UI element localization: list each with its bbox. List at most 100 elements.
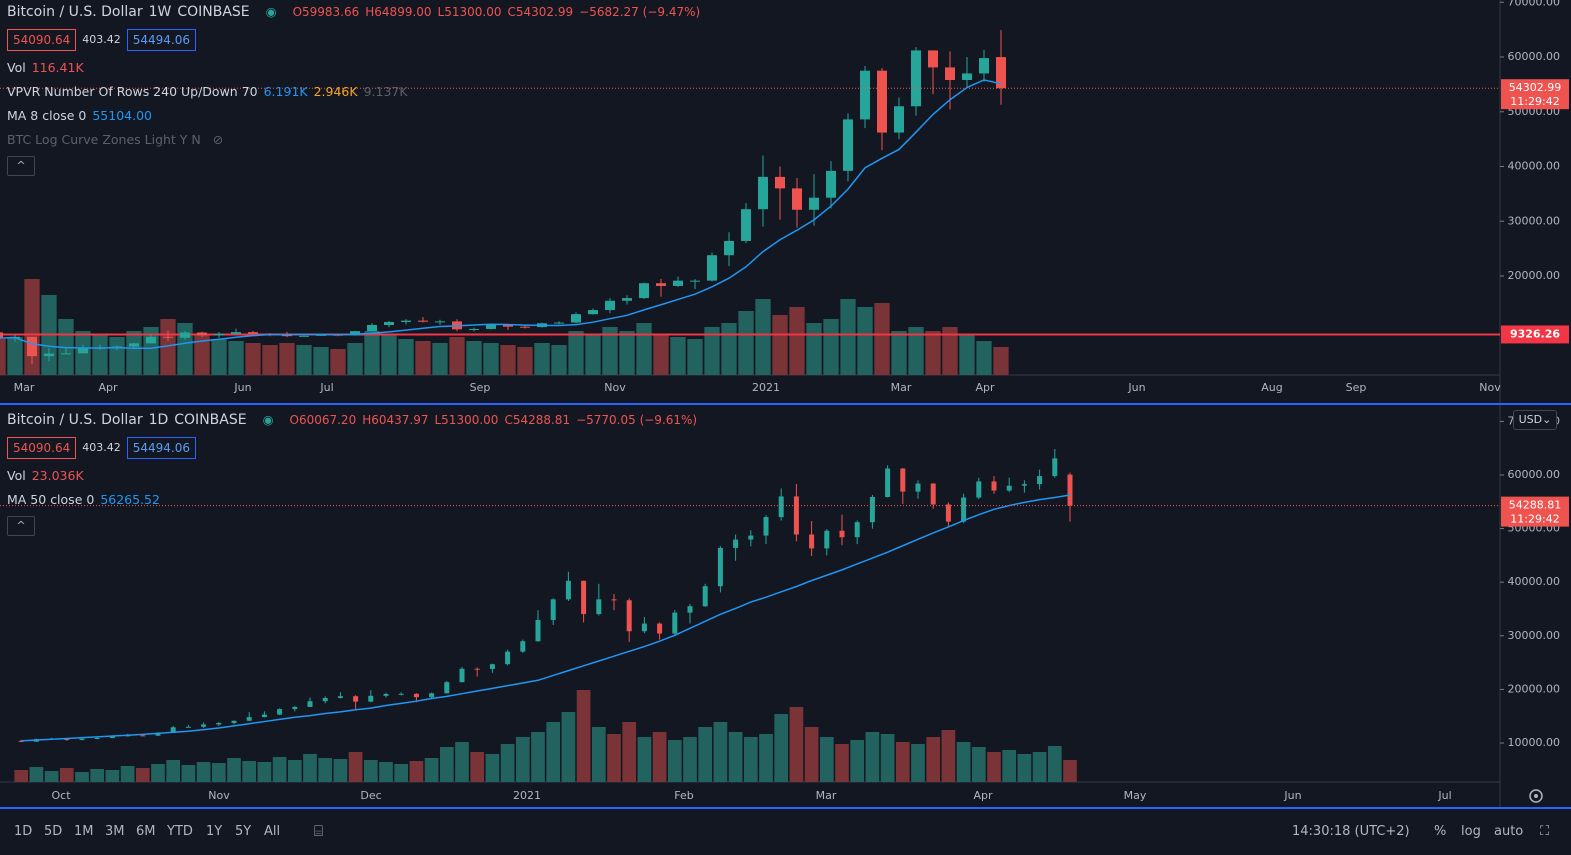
candle-body — [155, 732, 161, 736]
settings-icon[interactable] — [1529, 789, 1543, 803]
candle-body — [991, 481, 997, 491]
volume-bar — [409, 761, 424, 782]
candle-body — [657, 623, 663, 634]
volume-bar — [0, 339, 6, 375]
candle-body — [702, 586, 708, 607]
volume-bar — [987, 752, 1001, 782]
candle-body — [809, 197, 819, 210]
volume-bar — [470, 752, 485, 782]
volume-bar — [227, 758, 241, 782]
candle-body — [535, 619, 541, 642]
volume-bar — [738, 311, 754, 375]
candle-body — [299, 335, 309, 337]
volume-bar — [347, 343, 363, 375]
candle-body — [843, 119, 853, 171]
bid[interactable]: 54090.64 — [7, 29, 77, 51]
fullscreen-icon[interactable]: ⛶ — [1540, 823, 1550, 839]
ask[interactable]: 54494.06 — [126, 29, 197, 51]
range-button[interactable]: 1M — [74, 823, 94, 839]
bid[interactable]: 54090.64 — [7, 437, 77, 459]
candle-body — [505, 651, 511, 665]
candle-body — [474, 668, 480, 670]
candle-body — [94, 738, 100, 740]
pane-bottom: 70000.0060000.0050000.0040000.0030000.00… — [0, 414, 1569, 802]
spread: 403.42 — [82, 33, 121, 46]
x-tick-label: Mar — [14, 381, 35, 394]
range-button[interactable]: All — [264, 823, 281, 839]
study-name: MA 8 close 0 — [7, 108, 87, 123]
candle-body — [961, 497, 967, 522]
volume-bar — [303, 754, 317, 782]
candle-body — [826, 170, 836, 198]
candle-body — [520, 641, 526, 652]
clock: 14:30:18 (UTC+2) — [1292, 823, 1410, 839]
volume-bar — [895, 742, 910, 782]
percent-toggle[interactable]: % — [1434, 823, 1447, 839]
volume-bar — [1047, 746, 1062, 782]
price-label-bg — [1501, 325, 1569, 344]
volume-bar — [92, 335, 108, 375]
x-tick-label: Oct — [51, 789, 71, 802]
volume-bar — [432, 343, 448, 375]
range-button[interactable]: 5D — [44, 823, 63, 839]
candle-body — [231, 332, 241, 334]
range-button[interactable]: 6M — [136, 823, 156, 839]
x-tick-label: Nov — [1479, 381, 1501, 394]
volume-bar — [772, 315, 788, 375]
candle-body — [717, 547, 723, 587]
candle-body — [687, 606, 693, 613]
candle-body — [0, 332, 3, 339]
collapse-button[interactable]: ^ — [7, 156, 35, 176]
candle-body — [673, 280, 683, 286]
candle-body — [27, 336, 37, 357]
x-tick-label: Jun — [1283, 789, 1301, 802]
volume-bar — [911, 744, 925, 782]
legend-bottom: Bitcoin / U.S. Dollar 1D COINBASE ◉ O600… — [7, 408, 697, 536]
candle-body — [292, 706, 298, 710]
candle-body — [611, 599, 617, 601]
volume-bar — [424, 758, 439, 782]
range-button[interactable]: 1D — [14, 823, 33, 839]
candle-body — [707, 255, 717, 281]
x-tick-label: Apr — [975, 381, 995, 394]
candle-body — [368, 695, 374, 702]
date-range-icon[interactable]: ⌸ — [314, 822, 324, 840]
candle-body — [261, 714, 267, 718]
range-button[interactable]: 5Y — [235, 823, 252, 839]
volume-bar — [652, 732, 667, 782]
auto-toggle[interactable]: auto — [1494, 823, 1524, 839]
volume-bar — [759, 734, 773, 782]
volume-bar — [561, 712, 576, 782]
candle-body — [554, 322, 564, 324]
volume-bar — [789, 707, 804, 782]
candle-body — [109, 735, 115, 739]
interval: 1D — [148, 412, 169, 428]
volume-bar — [296, 345, 312, 375]
candle-body — [824, 530, 830, 549]
candle-body — [596, 599, 602, 615]
log-toggle[interactable]: log — [1461, 823, 1481, 839]
volume-bar — [455, 742, 469, 782]
y-tick-label: 60000.00 — [1508, 50, 1561, 63]
range-button[interactable]: YTD — [167, 823, 193, 839]
candle-body — [307, 701, 313, 707]
y-tick-label: 60000.00 — [1508, 468, 1561, 481]
ask[interactable]: 54494.06 — [126, 437, 197, 459]
candle-body — [690, 280, 700, 282]
low: L51300.00 — [437, 5, 502, 19]
candle-body — [733, 539, 739, 548]
volume-bar — [819, 737, 834, 782]
volume-bar — [364, 331, 380, 375]
volume-bar — [449, 337, 465, 375]
volume-bar — [713, 722, 728, 782]
volume-bar — [857, 307, 873, 375]
range-button[interactable]: 3M — [105, 823, 125, 839]
high: H60437.97 — [362, 413, 429, 427]
volume-bar — [363, 760, 378, 782]
range-button[interactable]: 1Y — [206, 823, 223, 839]
collapse-button[interactable]: ^ — [7, 516, 35, 536]
volume-bar — [622, 722, 637, 782]
currency-button[interactable]: USD⌄ — [1513, 410, 1557, 430]
volume-bar — [194, 335, 210, 375]
